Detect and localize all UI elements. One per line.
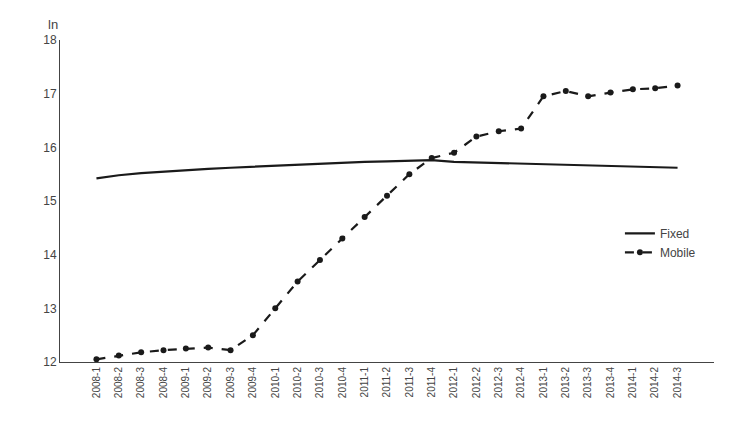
svg-text:2011-1: 2011-1 [359,367,370,398]
svg-text:2012-3: 2012-3 [493,367,504,399]
svg-text:2008-4: 2008-4 [158,367,169,399]
svg-text:13: 13 [43,302,57,316]
svg-text:2008-1: 2008-1 [91,367,102,399]
svg-text:2012-4: 2012-4 [515,367,526,399]
svg-text:2012-2: 2012-2 [471,367,482,399]
svg-text:2010-3: 2010-3 [314,367,325,399]
svg-text:2013-3: 2013-3 [582,367,593,399]
svg-text:2009-2: 2009-2 [202,367,213,399]
svg-text:2014-3: 2014-3 [672,367,683,399]
svg-text:2013-1: 2013-1 [538,367,549,399]
svg-text:2013-4: 2013-4 [605,367,616,399]
svg-text:17: 17 [43,87,57,101]
svg-text:2008-2: 2008-2 [113,367,124,399]
svg-text:ln: ln [48,17,58,32]
svg-text:2013-2: 2013-2 [560,367,571,399]
svg-text:2011-3: 2011-3 [404,367,415,398]
svg-text:2008-3: 2008-3 [135,367,146,399]
svg-text:2011-2: 2011-2 [381,367,392,398]
svg-text:2009-3: 2009-3 [225,367,236,399]
svg-text:15: 15 [43,194,57,208]
svg-text:Mobile: Mobile [660,246,696,260]
svg-text:16: 16 [43,141,57,155]
svg-text:2010-2: 2010-2 [292,367,303,399]
svg-text:12: 12 [43,355,57,369]
svg-text:2010-1: 2010-1 [270,367,281,399]
svg-text:2009-1: 2009-1 [180,367,191,399]
svg-text:2014-2: 2014-2 [649,367,660,399]
svg-text:2009-4: 2009-4 [247,367,258,399]
svg-text:18: 18 [43,33,57,47]
svg-text:2011-4: 2011-4 [426,367,437,398]
svg-text:2012-1: 2012-1 [448,367,459,399]
svg-text:2010-4: 2010-4 [337,367,348,399]
svg-text:Fixed: Fixed [660,227,689,241]
svg-text:14: 14 [43,248,57,262]
svg-text:2014-1: 2014-1 [627,367,638,399]
